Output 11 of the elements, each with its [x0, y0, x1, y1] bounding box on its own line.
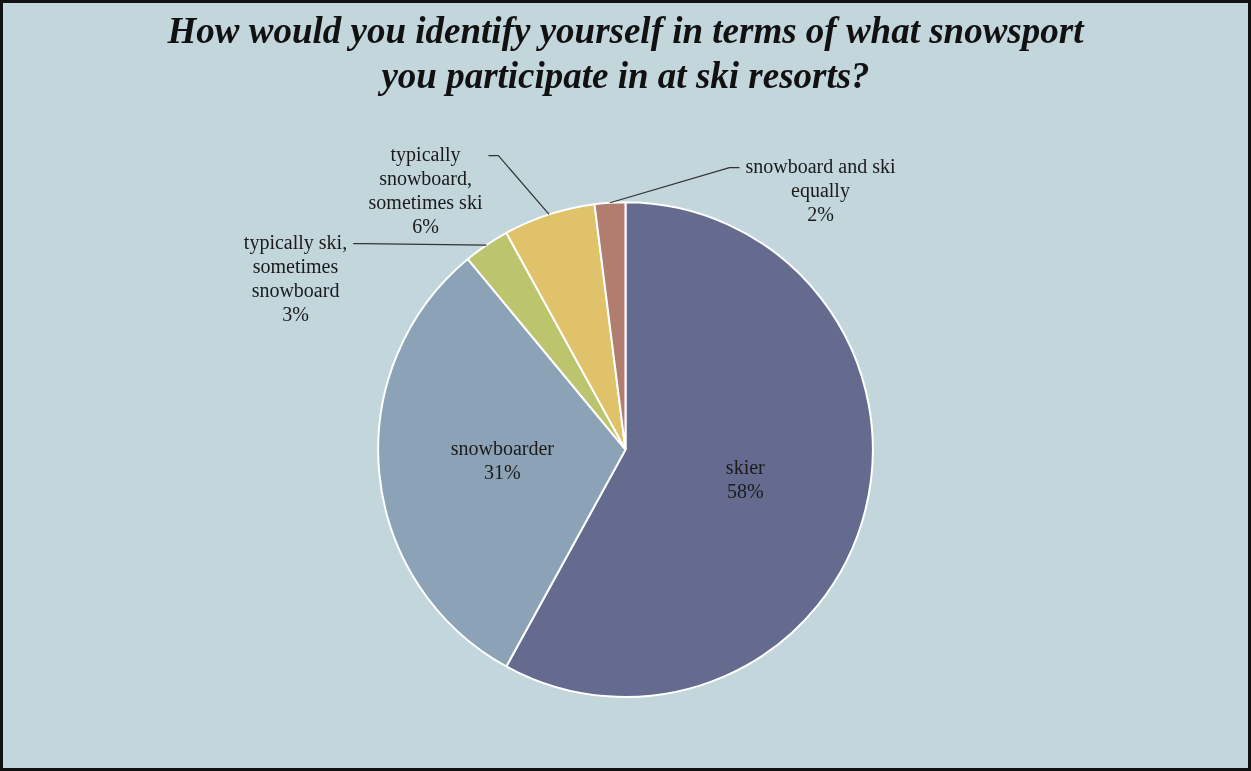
- data-label: 58%: [726, 479, 764, 502]
- slice-label: typically snowboard, sometimes ski: [368, 142, 483, 213]
- data-label: 2%: [807, 202, 834, 225]
- data-label: 31%: [484, 460, 521, 483]
- slice-label: snowboarder: [450, 436, 555, 459]
- data-label: 3%: [282, 302, 309, 325]
- slice-label: snowboard and ski equally: [745, 154, 896, 202]
- chart-title: How would you identify yourself in terms of what snowsport you participate in at ski resorts?: [166, 10, 1086, 97]
- slice-label: skier: [725, 455, 766, 478]
- data-label: 6%: [412, 214, 439, 237]
- slice-label: typically ski, sometimes snowboard: [243, 230, 348, 301]
